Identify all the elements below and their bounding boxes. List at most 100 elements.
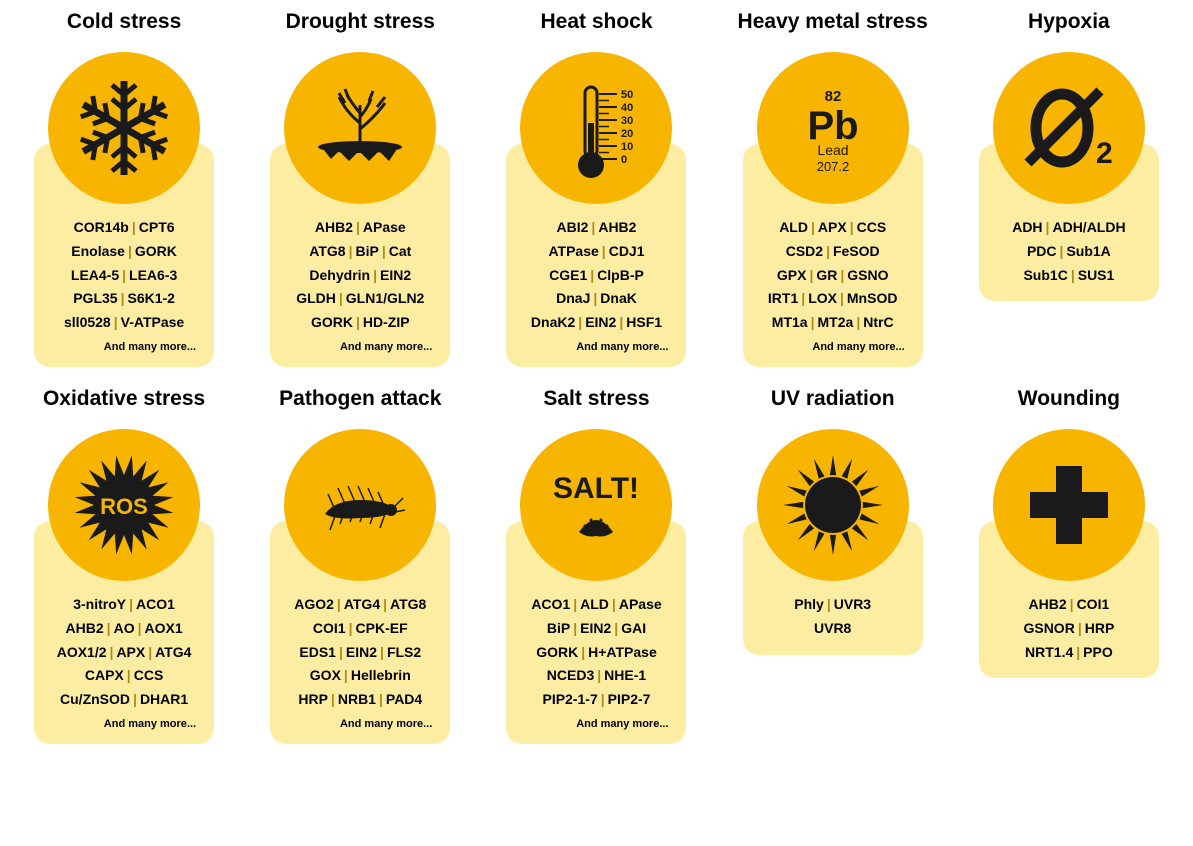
card-body: 2 ADH|ADH/ALDHPDC|Sub1ASub1C|SUS1 [971, 52, 1167, 301]
gene-label: H+ATPase [588, 644, 657, 660]
gene-label: Sub1A [1066, 243, 1110, 259]
separator: | [808, 219, 818, 235]
gene-label: EDS1 [299, 644, 336, 660]
separator: | [1067, 596, 1077, 612]
separator: | [599, 243, 609, 259]
gene-label: AGO2 [294, 596, 334, 612]
gene-label: COI1 [1077, 596, 1110, 612]
svg-text:40: 40 [621, 102, 633, 114]
separator: | [129, 219, 139, 235]
separator: | [334, 596, 344, 612]
gene-label: ATPase [548, 243, 598, 259]
gene-label: MnSOD [847, 290, 898, 306]
gene-label: HRP [1085, 620, 1115, 636]
separator: | [798, 290, 808, 306]
separator: | [570, 596, 580, 612]
gene-label: HRP [298, 691, 328, 707]
gene-label: DnaK2 [531, 314, 575, 330]
gene-label: ATG4 [344, 596, 380, 612]
plus-icon [993, 429, 1145, 581]
gene-label: GLDH [296, 290, 336, 306]
card-title: UV radiation [771, 387, 895, 415]
gene-label: UVR3 [834, 596, 871, 612]
separator: | [598, 691, 608, 707]
stress-card: Cold stress [20, 10, 228, 367]
gene-label: AO [114, 620, 135, 636]
ros-icon: ROS [48, 429, 200, 581]
gene-label: PGL35 [73, 290, 117, 306]
card-title: Wounding [1018, 387, 1120, 415]
gene-label: AHB2 [315, 219, 353, 235]
card-title: Heat shock [540, 10, 652, 38]
gene-label: PPO [1083, 644, 1113, 660]
separator: | [370, 267, 380, 283]
lead-icon: 82 Pb Lead 207.2 [757, 52, 909, 204]
gene-label: AOX1/2 [57, 644, 107, 660]
gene-label: GOX [310, 667, 341, 683]
gene-label: ADH/ALDH [1052, 219, 1125, 235]
gene-list: ABI2|AHB2ATPase|CDJ1CGE1|ClpB-PDnaJ|DnaK… [520, 216, 672, 335]
gene-label: GORK [536, 644, 578, 660]
gene-label: CCS [134, 667, 164, 683]
separator: | [578, 644, 588, 660]
svg-text:10: 10 [621, 141, 633, 153]
gene-label: CGE1 [549, 267, 587, 283]
gene-label: ACO1 [531, 596, 570, 612]
gene-label: COR14b [74, 219, 129, 235]
gene-label: ABI2 [557, 219, 589, 235]
separator: | [336, 290, 346, 306]
gene-label: S6K1-2 [128, 290, 175, 306]
gene-list: COR14b|CPT6Enolase|GORKLEA4-5|LEA6-3PGL3… [48, 216, 200, 335]
stress-card: Hypoxia 2 ADH|ADH/ALDHPDC|Sub1ASub1C|SUS… [965, 10, 1173, 367]
separator: | [119, 267, 129, 283]
separator: | [611, 620, 621, 636]
stress-card: Heavy metal stress 82 Pb Lead 207.2 ALD|… [729, 10, 937, 367]
gene-label: NRT1.4 [1025, 644, 1073, 660]
separator: | [824, 596, 834, 612]
separator: | [1068, 267, 1078, 283]
gene-label: HSF1 [626, 314, 662, 330]
gene-label: Cu/ZnSOD [60, 691, 130, 707]
gene-label: DnaJ [556, 290, 590, 306]
card-title: Drought stress [286, 10, 435, 38]
gene-label: NtrC [863, 314, 893, 330]
gene-label: APX [818, 219, 847, 235]
more-text: And many more... [284, 718, 436, 730]
stress-card: UV radiation Phly|UVR3UVR8 [729, 387, 937, 744]
gene-label: ALD [779, 219, 808, 235]
separator: | [570, 620, 580, 636]
gene-list: ADH|ADH/ALDHPDC|Sub1ASub1C|SUS1 [993, 216, 1145, 287]
separator: | [130, 691, 140, 707]
separator: | [126, 596, 136, 612]
gene-label: EIN2 [580, 620, 611, 636]
gene-label: SUS1 [1078, 267, 1115, 283]
gene-list: ALD|APX|CCSCSD2|FeSODGPX|GR|GSNOIRT1|LOX… [757, 216, 909, 335]
separator: | [1073, 644, 1083, 660]
gene-label: GPX [777, 267, 807, 283]
card-title: Pathogen attack [279, 387, 441, 415]
gene-label: MT1a [772, 314, 808, 330]
gene-list: Phly|UVR3UVR8 [757, 593, 909, 641]
gene-label: AHB2 [66, 620, 104, 636]
separator: | [616, 314, 626, 330]
gene-label: CSD2 [786, 243, 823, 259]
gene-label: FeSOD [833, 243, 880, 259]
sun-icon [757, 429, 909, 581]
stress-card: Wounding AHB2|COI1GSNOR|HRPNRT1.4|PPO [965, 387, 1173, 744]
separator: | [353, 219, 363, 235]
gene-label: APX [116, 644, 145, 660]
gene-label: LEA4-5 [71, 267, 119, 283]
separator: | [808, 314, 818, 330]
gene-label: MT2a [818, 314, 854, 330]
card-title: Cold stress [67, 10, 181, 38]
separator: | [1057, 243, 1067, 259]
svg-text:50: 50 [621, 89, 633, 101]
svg-text:0: 0 [621, 154, 627, 166]
gene-label: CPK-EF [356, 620, 408, 636]
gene-list: 3-nitroY|ACO1AHB2|AO|AOX1AOX1/2|APX|ATG4… [48, 593, 200, 712]
gene-label: CCS [857, 219, 887, 235]
svg-text:SALT!: SALT! [553, 472, 639, 505]
salt-icon: SALT! [520, 429, 672, 581]
gene-label: AOX1 [145, 620, 183, 636]
separator: | [575, 314, 585, 330]
